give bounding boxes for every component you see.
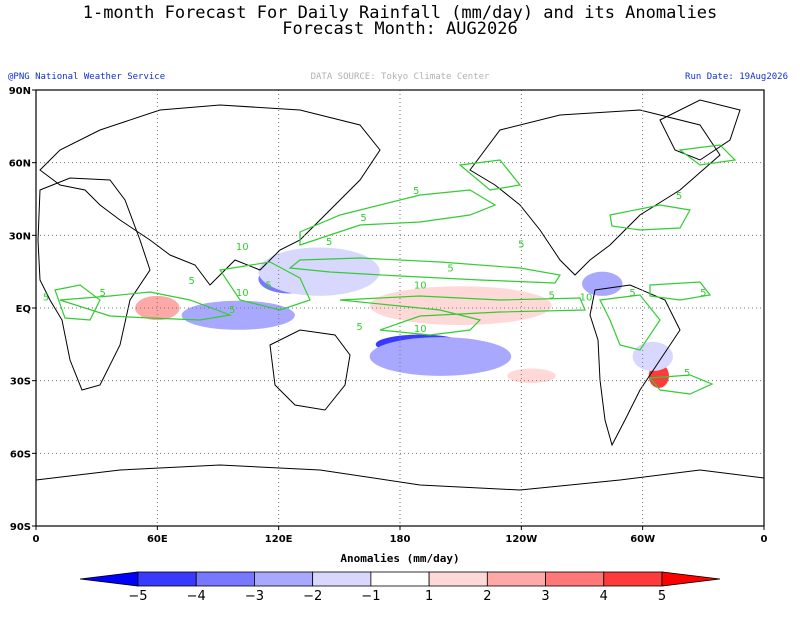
rainfall-contour-line: [458, 159, 522, 191]
colorbar-swatch: [370, 571, 430, 587]
contour-label: 5: [684, 368, 690, 379]
rainfall-contour-line: [609, 204, 691, 231]
run-date-text: Run Date: 19Aug2026: [685, 72, 788, 82]
north-america-outline: [469, 109, 721, 276]
colorbar-left-arrow: [79, 571, 139, 587]
contour-label: 5: [189, 276, 195, 287]
australia-outline: [269, 329, 351, 411]
anomaly-region: [181, 300, 295, 330]
lon-tick-label: 60W: [630, 534, 655, 545]
rainfall-contour-line: [54, 284, 101, 321]
rainfall-contour-line: [59, 291, 233, 321]
contour-label: 5: [629, 288, 635, 299]
colorbar-swatch: [428, 571, 488, 587]
colorbar-tick-label: 2: [483, 589, 491, 604]
contour-label: 5: [676, 191, 682, 202]
anomaly-region: [258, 247, 380, 296]
contour-label: 5: [326, 237, 332, 248]
colorbar-tick-label: −4: [187, 589, 206, 604]
contour-label: 10: [236, 288, 249, 299]
lat-tick-label: 30S: [10, 377, 31, 388]
anomaly-region: [369, 337, 512, 376]
colorbar-tick-label: −5: [128, 589, 147, 604]
lat-tick-label: 90N: [9, 86, 31, 97]
rainfall-contour-line: [678, 144, 737, 166]
europe-asia-outline: [39, 104, 381, 286]
rainfall-contour-line: [339, 295, 586, 336]
lon-tick-label: 0: [761, 534, 768, 545]
colorbar-swatch: [486, 571, 546, 587]
contour-label: 5: [360, 213, 366, 224]
rainfall-contour-line: [218, 261, 311, 311]
contour-label: 5: [43, 293, 49, 304]
colorbar-tick-label: 3: [541, 589, 549, 604]
credit-text: @PNG National Weather Service: [8, 72, 166, 82]
lon-tick-label: 120E: [265, 534, 293, 545]
contour-label: 5: [700, 288, 706, 299]
colorbar-tick-label: 5: [658, 589, 666, 604]
chart-subtitle: Forecast Month: AUG2026: [282, 19, 518, 39]
contour-label: 10: [236, 242, 249, 253]
rainfall-contour-line: [599, 294, 661, 351]
colorbar-tick-label: −1: [361, 589, 380, 604]
lon-tick-label: 180: [390, 534, 411, 545]
colorbar-swatch: [603, 571, 663, 587]
lat-tick-label: 30N: [9, 231, 31, 242]
colorbar-tick-label: −3: [245, 589, 264, 604]
rainfall-contour-line: [648, 374, 714, 395]
africa-outline: [37, 177, 151, 391]
colorbar-swatch: [545, 571, 605, 587]
anomaly-colorbar: −5 −4 −3 −2 −1 1 2 3 4 5: [79, 571, 721, 604]
contour-label: 10: [414, 281, 427, 292]
lon-tick-label: 60E: [147, 534, 168, 545]
colorbar-swatch: [254, 571, 314, 587]
coastlines: [35, 99, 765, 491]
contour-label: 5: [413, 186, 419, 197]
contour-label: 5: [265, 281, 271, 292]
lon-tick-label: 120W: [505, 534, 537, 545]
rainfall-contour-line: [288, 257, 561, 284]
south-america-outline: [589, 284, 681, 447]
contour-label: 5: [229, 305, 235, 316]
colorbar-swatch: [137, 571, 197, 587]
contour-label: 5: [447, 264, 453, 275]
colorbar-right-arrow: [661, 571, 721, 587]
anomaly-region: [507, 368, 556, 384]
antarctica-outline: [35, 464, 765, 491]
colorbar-swatch: [312, 571, 372, 587]
colorbar-tick-label: 4: [600, 589, 608, 604]
lat-tick-label: 60N: [9, 159, 31, 170]
contour-label: 5: [548, 290, 554, 301]
lon-tick-label: 0: [33, 534, 40, 545]
lat-tick-label: EQ: [16, 304, 31, 315]
colorbar-label: Anomalies (mm/day): [340, 552, 460, 565]
contour-label: 10: [414, 324, 427, 335]
data-source-text: DATA SOURCE: Tokyo Climate Center: [310, 72, 490, 82]
anomaly-region: [582, 271, 623, 296]
colorbar-swatch: [195, 571, 255, 587]
greenland-outline: [659, 99, 741, 161]
lat-tick-label: 60S: [10, 449, 31, 460]
contour-label: 5: [356, 322, 362, 333]
anomaly-region: [135, 295, 180, 321]
anomaly-region: [632, 341, 673, 371]
lat-tick-label: 90S: [10, 522, 31, 533]
contour-label: 5: [100, 288, 106, 299]
colorbar-tick-label: −2: [303, 589, 322, 604]
contour-label: 10: [580, 293, 593, 304]
colorbar-tick-label: 1: [425, 589, 433, 604]
chart-title: 1-month Forecast For Daily Rainfall (mm/…: [82, 3, 718, 23]
rainfall-contour-line: [299, 189, 497, 246]
lat-lon-grid: [36, 90, 764, 526]
rainfall-contour-line: [649, 281, 712, 301]
contour-label: 5: [518, 239, 524, 250]
